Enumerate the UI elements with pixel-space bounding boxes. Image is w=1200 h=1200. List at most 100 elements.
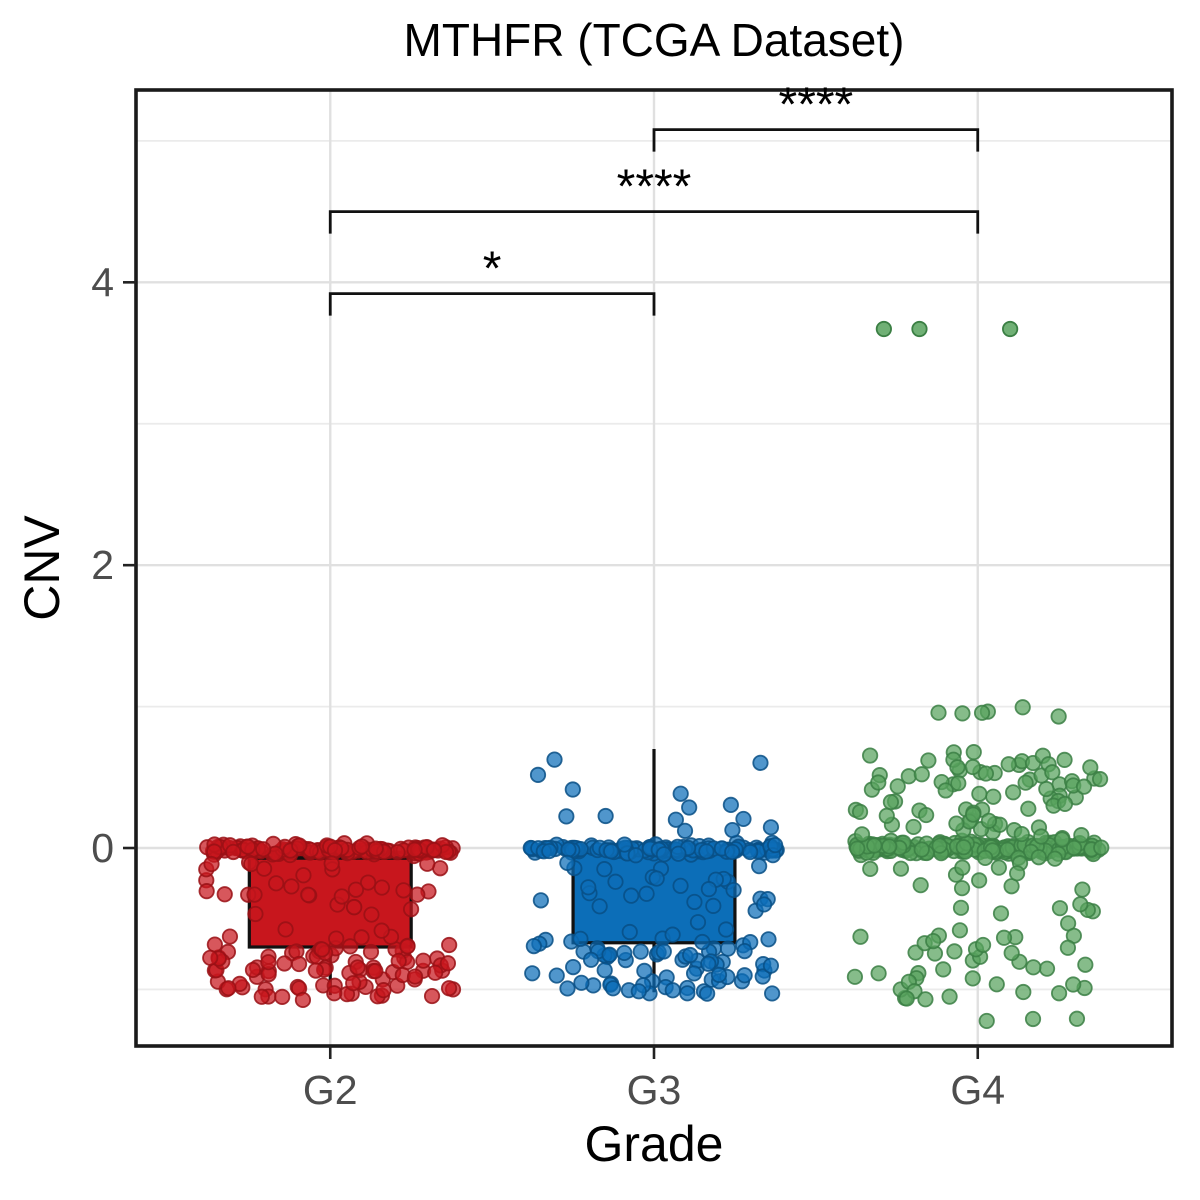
data-point [935,961,952,978]
data-point [1091,771,1109,788]
data-point [253,988,270,1005]
data-point [399,938,416,955]
data-point [375,982,392,999]
data-point [973,704,991,721]
data-point [607,873,624,890]
data-point [1077,956,1094,973]
data-point [596,962,613,979]
data-point [389,844,406,861]
data-point [1074,881,1091,898]
data-point [898,990,915,1007]
data-point [423,987,441,1005]
x-tick-label: G4 [950,1067,1005,1113]
x-tick-label: G3 [627,1067,682,1113]
data-point [1056,751,1073,768]
data-point [255,841,272,858]
data-point [764,985,781,1002]
x-axis-title: Grade [585,1116,724,1172]
data-point [913,841,930,858]
data-point [395,882,412,899]
data-point [664,926,681,943]
data-point [216,886,233,903]
data-point [672,785,689,802]
data-point [724,821,741,839]
data-point [676,822,694,839]
data-point [977,765,995,782]
data-point [1044,764,1061,781]
data-point [559,854,576,871]
data-point [954,859,971,876]
data-point [277,921,294,938]
data-point [1053,831,1071,848]
data-point [655,943,672,960]
data-point [1033,828,1050,845]
data-point [1073,827,1090,844]
data-point [1015,983,1032,1001]
data-point [220,980,237,997]
data-point [971,785,988,802]
data-point [1050,985,1068,1002]
data-point [1013,825,1030,843]
data-point [965,806,982,823]
data-point [415,952,432,969]
data-point [623,887,640,904]
data-point [964,970,981,987]
data-point [736,967,753,984]
data-point [946,943,963,960]
data-point [573,974,590,991]
data-point [952,899,970,916]
y-axis-title: CNV [14,515,70,621]
data-point [1038,960,1056,977]
data-point [353,838,370,855]
data-point [247,905,264,923]
data-point [917,991,934,1008]
data-point [1020,800,1037,817]
data-point [268,875,285,892]
data-point [954,705,971,722]
data-point [1038,780,1055,798]
data-point [425,841,443,859]
data-point [529,766,547,783]
significance-label: **** [617,161,692,214]
significance-bracket [328,210,980,234]
y-tick-label: 4 [91,259,114,305]
data-point [670,845,687,862]
data-point [604,980,622,997]
data-point [1014,699,1031,716]
data-point [722,796,739,814]
data-point [950,775,967,792]
data-point [672,877,689,894]
data-point [1050,708,1067,725]
data-point [953,880,971,897]
data-point [440,980,458,997]
data-point [941,988,958,1005]
data-point [752,754,769,771]
data-point [239,838,256,855]
data-point [367,840,384,857]
data-point [1003,944,1020,962]
significance-label: **** [779,79,854,132]
data-point [1065,976,1082,993]
data-point [679,985,696,1002]
data-point [627,847,644,864]
data-point [1024,1010,1042,1028]
data-point [724,843,741,861]
data-point [347,881,365,898]
data-point [735,810,752,828]
data-point [596,861,613,878]
data-point [971,872,988,889]
data-point [694,933,711,951]
data-point [616,944,633,962]
data-point [980,812,998,829]
data-point [276,955,293,972]
data-point [307,962,324,979]
data-point [294,991,312,1009]
data-point [685,965,703,982]
y-tick-label: 2 [91,542,114,588]
data-point [345,975,362,992]
data-point [346,899,363,916]
data-point [244,961,262,979]
data-point [260,954,277,971]
data-point [419,855,436,872]
